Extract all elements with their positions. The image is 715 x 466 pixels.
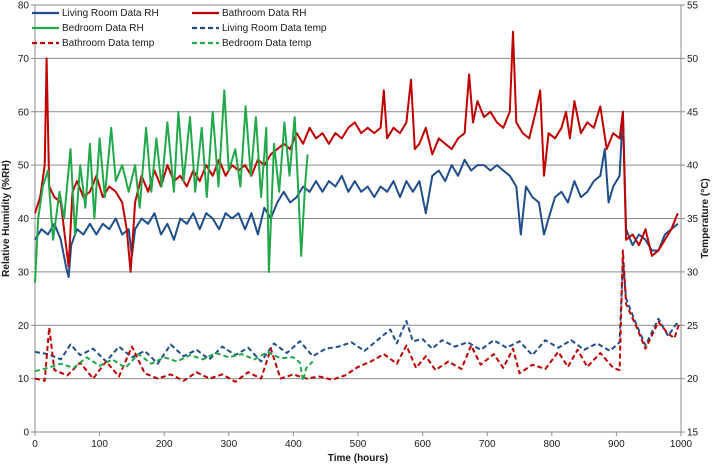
series-line-bathroom-data-temp (34, 249, 681, 383)
legend-label-2: Bedroom Data RH (62, 23, 144, 34)
legend-label-1: Bathroom Data RH (222, 8, 306, 19)
y2-tick-label-5: 40 (687, 161, 699, 172)
y2-tick-label-4: 35 (687, 214, 699, 225)
x-tick-label-6: 600 (414, 439, 431, 450)
y2-tick-label-1: 20 (687, 374, 699, 385)
y2-axis-title: Temperature (°C) (700, 178, 711, 259)
y2-tick-label-3: 30 (687, 267, 699, 278)
x-tick-label-5: 500 (350, 439, 367, 450)
x-tick-label-9: 900 (608, 439, 625, 450)
x-tick-label-10: 1000 (670, 439, 693, 450)
y-tick-label-6: 60 (18, 107, 30, 118)
series-line-bedroom-data-temp (34, 350, 314, 382)
series-line-bedroom-data-rh (34, 89, 309, 283)
legend-label-4: Bathroom Data temp (62, 38, 155, 49)
series-layer (34, 30, 681, 383)
y-tick-label-2: 20 (18, 321, 30, 332)
y-tick-label-5: 50 (18, 161, 30, 172)
x-tick-label-0: 0 (32, 439, 38, 450)
legend: Living Room Data RH Bathroom Data RH Bedro… (32, 8, 327, 49)
y2-tick-label-0: 15 (687, 428, 699, 439)
y2-tick-label-2: 25 (687, 321, 699, 332)
x-tick-label-8: 800 (543, 439, 560, 450)
x-tick-label-2: 200 (156, 439, 173, 450)
y2-tick-label-8: 55 (687, 1, 699, 12)
y-tick-label-8: 80 (18, 1, 30, 12)
series-line-living-room-data-temp (34, 260, 679, 365)
y-tick-label-4: 40 (18, 214, 30, 225)
series-line-bathroom-data-rh (34, 30, 679, 273)
y2-tick-label-6: 45 (687, 107, 699, 118)
legend-label-5: Bedroom Data temp (222, 38, 312, 49)
x-tick-label-3: 300 (220, 439, 237, 450)
legend-label-0: Living Room Data RH (62, 8, 159, 19)
y-axis-title: Relative Humidity (%RH) (1, 160, 12, 277)
x-tick-label-7: 700 (479, 439, 496, 450)
x-tick-label-4: 400 (285, 439, 302, 450)
y-tick-label-7: 70 (18, 54, 30, 65)
y-tick-label-0: 0 (23, 428, 29, 439)
y-tick-label-3: 30 (18, 267, 30, 278)
y-tick-label-1: 10 (18, 374, 30, 385)
tick-labels: 0 100 200 300 400 500 600 700 800 900 1000 0 10 20 30 4… (18, 1, 699, 451)
legend-label-3: Living Room Data temp (222, 23, 327, 34)
x-axis-title: Time (hours) (328, 453, 388, 464)
x-tick-label-1: 100 (91, 439, 108, 450)
y2-tick-label-7: 50 (687, 54, 699, 65)
